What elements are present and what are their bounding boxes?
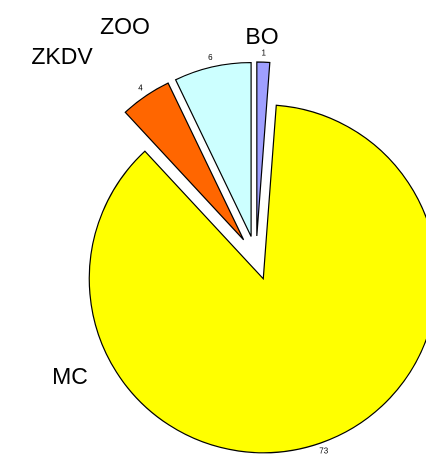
category-label: BO: [245, 23, 278, 49]
pie-slice: [256, 61, 271, 237]
value-label: 73: [319, 447, 328, 456]
category-label: ZKDV: [31, 43, 93, 69]
pie-slice: [174, 61, 252, 237]
pie-slice: [124, 82, 245, 241]
value-label: 6: [208, 53, 213, 62]
category-label: MC: [52, 363, 88, 389]
value-label: 4: [138, 84, 143, 93]
pie-slice: [88, 104, 426, 454]
category-label: ZOO: [100, 13, 150, 39]
value-label: 1: [261, 48, 266, 57]
